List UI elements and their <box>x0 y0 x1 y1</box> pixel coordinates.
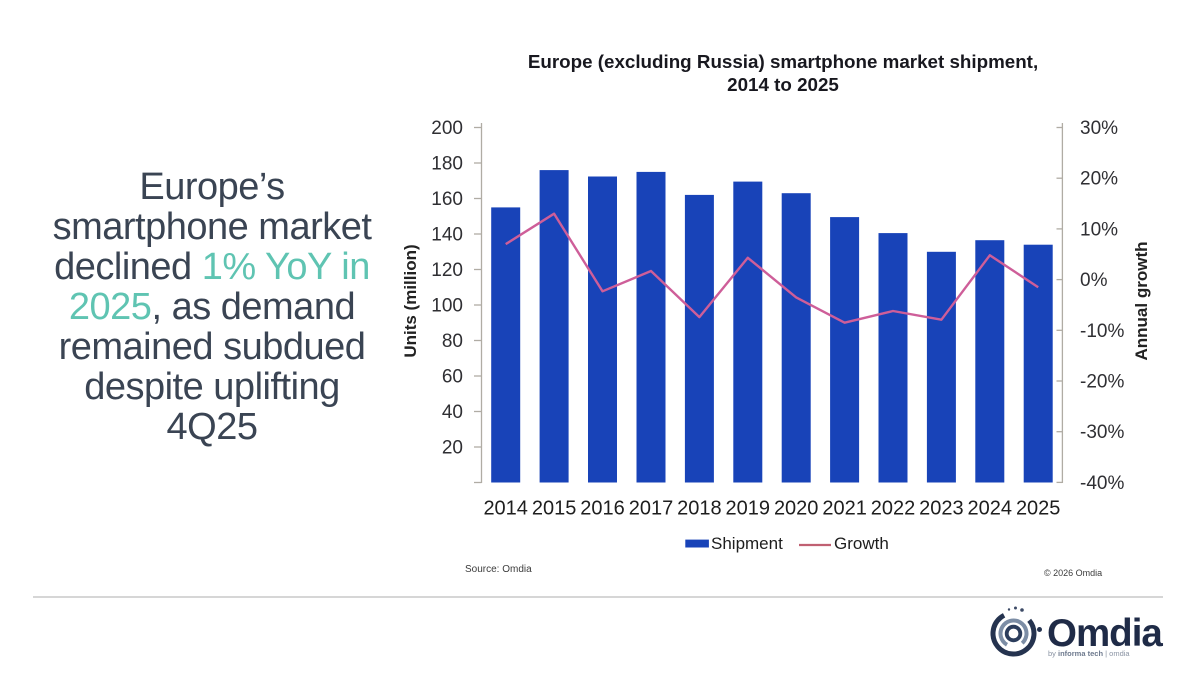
svg-text:by informa tech | omdia: by informa tech | omdia <box>1048 649 1130 658</box>
svg-text:2019: 2019 <box>726 498 771 520</box>
svg-text:Source: Omdia: Source: Omdia <box>465 564 532 575</box>
svg-text:Units (million): Units (million) <box>401 244 420 357</box>
svg-text:20%: 20% <box>1080 169 1118 190</box>
svg-text:140: 140 <box>431 225 463 246</box>
svg-text:180: 180 <box>431 154 463 175</box>
svg-text:-30%: -30% <box>1080 422 1124 443</box>
svg-text:120: 120 <box>431 260 463 281</box>
svg-text:2025: 2025 <box>1016 498 1061 520</box>
svg-text:20: 20 <box>442 438 463 459</box>
svg-text:80: 80 <box>442 331 463 352</box>
svg-text:2024: 2024 <box>968 498 1013 520</box>
svg-text:0%: 0% <box>1080 270 1108 291</box>
svg-text:-20%: -20% <box>1080 372 1124 393</box>
svg-text:2018: 2018 <box>677 498 722 520</box>
svg-text:40: 40 <box>442 402 463 423</box>
svg-text:2016: 2016 <box>580 498 625 520</box>
svg-text:2017: 2017 <box>629 498 674 520</box>
svg-text:-10%: -10% <box>1080 321 1124 342</box>
svg-text:200: 200 <box>431 118 463 139</box>
svg-text:Europe (excluding Russia) smar: Europe (excluding Russia) smartphone mar… <box>528 51 1038 72</box>
svg-text:2023: 2023 <box>919 498 964 520</box>
svg-text:2015: 2015 <box>532 498 577 520</box>
svg-text:-40%: -40% <box>1080 473 1124 494</box>
svg-text:100: 100 <box>431 296 463 317</box>
svg-text:2014: 2014 <box>483 498 528 520</box>
svg-text:2022: 2022 <box>871 498 916 520</box>
svg-text:2020: 2020 <box>774 498 819 520</box>
svg-text:Omdia: Omdia <box>1047 612 1163 655</box>
svg-text:2021: 2021 <box>822 498 867 520</box>
svg-text:Annual growth: Annual growth <box>1132 242 1151 361</box>
svg-text:30%: 30% <box>1080 118 1118 139</box>
svg-text:2014 to 2025: 2014 to 2025 <box>727 74 839 95</box>
svg-text:160: 160 <box>431 189 463 210</box>
svg-text:© 2026 Omdia: © 2026 Omdia <box>1044 568 1102 578</box>
svg-text:Shipment: Shipment <box>711 534 783 553</box>
svg-text:60: 60 <box>442 367 463 388</box>
svg-text:Growth: Growth <box>834 534 889 553</box>
svg-text:10%: 10% <box>1080 219 1118 240</box>
